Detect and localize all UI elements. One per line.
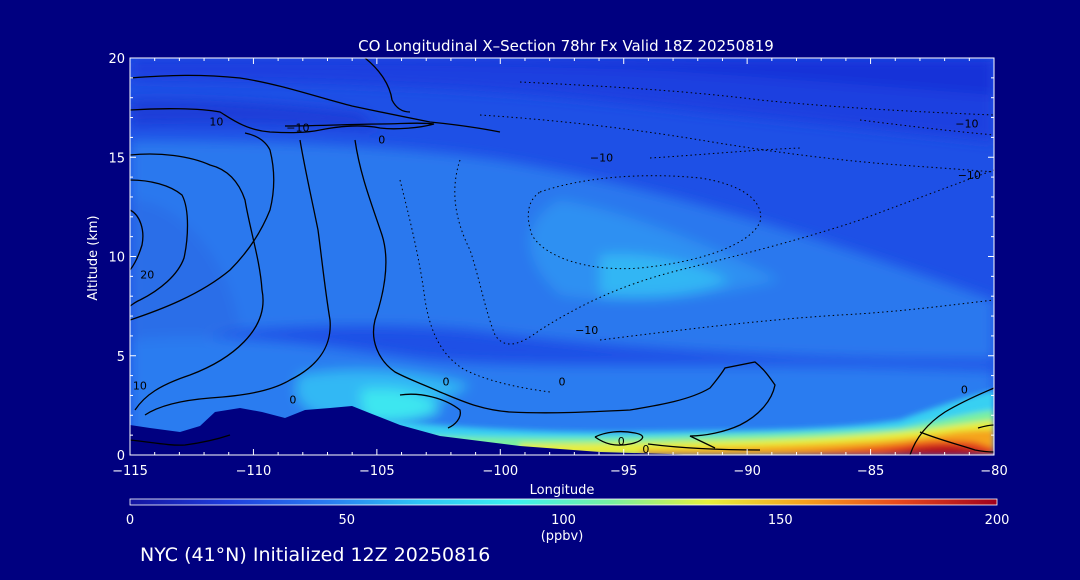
contour-label: −10 — [590, 151, 613, 164]
contour-label: 10 — [209, 116, 223, 129]
contour-label: 0 — [961, 383, 968, 396]
contour-label: 0 — [442, 376, 449, 389]
contour-lines-solid — [130, 58, 994, 455]
x-tick-label: −80 — [980, 464, 1007, 479]
terrain — [130, 406, 700, 455]
x-axis-ticks: −115 −110 −105 −100 −95 −90 −85 −80 — [112, 58, 1008, 479]
colorbar-tick-label: 200 — [985, 513, 1010, 528]
contour-label: 10 — [133, 380, 147, 393]
y-tick-label: 10 — [108, 251, 125, 266]
colorbar-tick-label: 50 — [338, 513, 355, 528]
contour-label: 0 — [378, 133, 385, 146]
footer-caption: NYC (41°N) Initialized 12Z 20250816 — [140, 544, 490, 566]
y-axis-ticks: 0 5 10 15 20 — [108, 52, 994, 464]
colorbar-ticks: 0 50 100 150 200 — [126, 513, 1010, 528]
contour-label: 0 — [559, 376, 566, 389]
y-tick-label: 0 — [117, 449, 125, 464]
contour-label: 0 — [642, 443, 649, 456]
x-axis-label: Longitude — [530, 483, 595, 498]
chart-title: CO Longitudinal X–Section 78hr Fx Valid … — [358, 37, 774, 55]
x-tick-label: −105 — [359, 464, 395, 479]
x-tick-label: −100 — [482, 464, 518, 479]
contour-lines-dotted — [399, 81, 994, 393]
y-tick-label: 5 — [117, 350, 125, 365]
colorbar-unit-label: (ppbv) — [541, 529, 584, 544]
contour-labels: 10 −10 0 −10 −10 −10 20 −10 0 0 10 0 0 0 0 — [133, 116, 981, 456]
contour-label: −10 — [955, 118, 978, 131]
x-tick-label: −115 — [112, 464, 148, 479]
contour-label: −10 — [575, 324, 598, 337]
y-tick-label: 15 — [108, 151, 125, 166]
x-tick-label: −85 — [857, 464, 884, 479]
contour-label: −10 — [958, 169, 981, 182]
y-axis-label: Altitude (km) — [86, 215, 101, 300]
colorbar-tick-label: 150 — [768, 513, 793, 528]
contour-label: 0 — [289, 393, 296, 406]
contour-label: −10 — [286, 121, 309, 134]
colorbar — [129, 498, 998, 506]
contour-label: 0 — [618, 435, 625, 448]
contour-label: 20 — [140, 268, 154, 281]
heatmap-field: 10 −10 0 −10 −10 −10 20 −10 0 0 10 0 0 0 0 — [130, 58, 994, 456]
x-tick-label: −90 — [733, 464, 760, 479]
x-tick-label: −95 — [610, 464, 637, 479]
colorbar-tick-label: 100 — [551, 513, 576, 528]
colorbar-tick-label: 0 — [126, 513, 134, 528]
x-tick-label: −110 — [236, 464, 272, 479]
y-tick-label: 20 — [108, 52, 125, 67]
